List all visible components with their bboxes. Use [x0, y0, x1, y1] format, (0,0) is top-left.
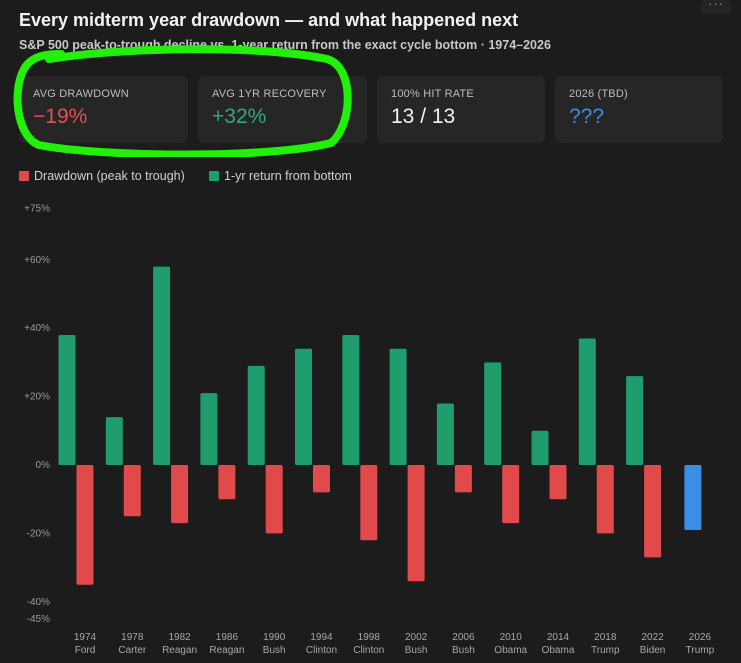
- x-tick-president: Trump: [686, 645, 715, 656]
- y-tick-label: +40%: [24, 323, 50, 334]
- bar-recovery-1978[interactable]: [105, 417, 123, 465]
- x-tick-president: Clinton: [306, 645, 337, 656]
- bar-recovery-1998[interactable]: [342, 335, 360, 465]
- y-tick-label: -40%: [27, 597, 50, 608]
- bar-drawdown-2014[interactable]: [549, 465, 567, 500]
- bar-drawdown-1986[interactable]: [218, 465, 236, 500]
- stat-label: 100% HIT RATE: [391, 88, 474, 100]
- bar-recovery-2022[interactable]: [626, 376, 644, 465]
- stat-value: ???: [569, 105, 605, 128]
- y-tick-label: +60%: [24, 255, 50, 266]
- bar-recovery-1994[interactable]: [295, 348, 312, 465]
- x-tick-president: Reagan: [162, 645, 197, 656]
- legend-item-recovery: 1-yr return from bottom: [209, 169, 352, 183]
- y-tick-label: +20%: [24, 392, 50, 403]
- x-tick-year: 2002: [405, 632, 428, 643]
- x-tick-president: Trump: [591, 645, 620, 656]
- x-tick-year: 1978: [121, 632, 144, 643]
- bar-recovery-1974[interactable]: [58, 335, 76, 465]
- stat-card-hit-rate: 100% HIT RATE 13 / 13: [377, 76, 545, 143]
- bar-recovery-1990[interactable]: [247, 365, 265, 465]
- x-tick-year: 2018: [594, 632, 617, 643]
- more-options-icon[interactable]: ···: [701, 0, 731, 14]
- bar-recovery-2006[interactable]: [436, 403, 454, 465]
- y-tick-label: 0%: [36, 460, 51, 471]
- bar-drawdown-2006[interactable]: [454, 465, 472, 493]
- x-tick-president: Bush: [405, 645, 428, 656]
- x-tick-president: Clinton: [353, 645, 384, 656]
- bar-drawdown-2026[interactable]: [684, 465, 702, 530]
- stat-label: 2026 (TBD): [569, 88, 628, 100]
- legend-swatch: [209, 171, 219, 181]
- bar-drawdown-1982[interactable]: [171, 465, 189, 524]
- x-tick-year: 2022: [641, 632, 664, 643]
- legend-item-drawdown: Drawdown (peak to trough): [19, 169, 185, 183]
- bar-drawdown-2018[interactable]: [596, 465, 614, 534]
- x-tick-year: 1990: [263, 632, 286, 643]
- y-tick-label: -20%: [27, 528, 50, 539]
- x-tick-president: Bush: [452, 645, 475, 656]
- x-tick-year: 1986: [216, 632, 239, 643]
- stat-value: 13 / 13: [391, 105, 456, 128]
- bar-recovery-2014[interactable]: [531, 430, 549, 465]
- x-tick-year: 1994: [310, 632, 333, 643]
- bar-drawdown-1990[interactable]: [265, 465, 283, 534]
- x-tick-president: Bush: [263, 645, 286, 656]
- bar-recovery-1986[interactable]: [200, 393, 218, 465]
- bar-drawdown-1978[interactable]: [123, 465, 141, 517]
- bar-drawdown-1994[interactable]: [313, 465, 330, 493]
- x-tick-year: 2006: [452, 632, 475, 643]
- x-tick-president: Reagan: [209, 645, 244, 656]
- x-tick-president: Obama: [542, 645, 575, 656]
- legend-label: Drawdown (peak to trough): [34, 169, 185, 183]
- bar-drawdown-2010[interactable]: [502, 465, 520, 524]
- x-tick-president: Ford: [75, 645, 96, 656]
- bar-recovery-2018[interactable]: [578, 338, 596, 465]
- bar-recovery-2010[interactable]: [484, 362, 502, 465]
- bar-drawdown-1998[interactable]: [360, 465, 378, 541]
- stat-card-2026: 2026 (TBD) ???: [555, 76, 723, 143]
- x-tick-president: Biden: [640, 645, 666, 656]
- legend-label: 1-yr return from bottom: [224, 169, 352, 183]
- x-tick-year: 1998: [358, 632, 381, 643]
- x-tick-year: 2014: [547, 632, 570, 643]
- bar-drawdown-2022[interactable]: [644, 465, 662, 558]
- x-tick-year: 2010: [500, 632, 523, 643]
- y-tick-label: +75%: [24, 204, 50, 215]
- x-tick-year: 1982: [168, 632, 191, 643]
- bar-drawdown-1974[interactable]: [76, 465, 94, 585]
- legend-swatch: [19, 171, 29, 181]
- x-tick-president: Obama: [494, 645, 527, 656]
- bar-recovery-2002[interactable]: [389, 348, 407, 465]
- x-tick-year: 1974: [74, 632, 97, 643]
- chart-title: Every midterm year drawdown — and what h…: [19, 10, 519, 30]
- y-tick-label: -45%: [27, 614, 50, 625]
- bar-drawdown-2002[interactable]: [407, 465, 425, 582]
- x-tick-president: Carter: [118, 645, 146, 656]
- x-tick-year: 2026: [689, 632, 712, 643]
- bar-recovery-1982[interactable]: [153, 266, 171, 465]
